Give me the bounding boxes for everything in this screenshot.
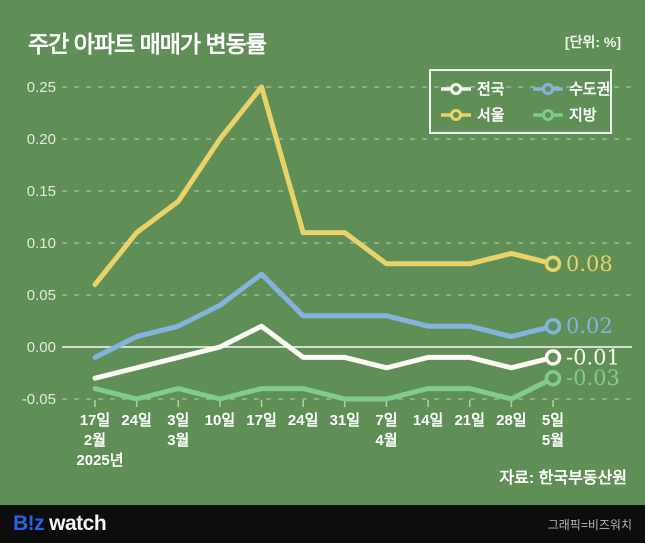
series-end-label-national: -0.01 — [566, 345, 620, 369]
credit-label: 그래픽=비즈워치 — [547, 517, 632, 532]
x-tick-label: 24일 — [288, 412, 319, 429]
legend-label-provinces: 지방 — [569, 107, 597, 124]
y-tick-label: 0.20 — [27, 131, 56, 148]
source-label: 자료: 한국부동산원 — [499, 470, 627, 487]
unit-label: [단위: %] — [564, 34, 621, 50]
x-tick-label: 24일 — [121, 412, 152, 429]
month-label: 3월 — [167, 432, 189, 449]
x-tick-label: 17일 — [246, 412, 277, 429]
series-end-marker-provinces — [544, 369, 562, 387]
legend-item-metro: 수도권 — [533, 78, 610, 99]
legend-marker-icon — [533, 82, 563, 95]
year-label: 2025년 — [76, 452, 123, 469]
legend-marker-icon — [533, 108, 563, 121]
series-end-label-metro: 0.02 — [566, 314, 613, 338]
legend-item-national: 전국 — [441, 78, 533, 99]
legend-marker-icon — [441, 82, 471, 95]
x-tick-label: 3일 — [167, 412, 189, 429]
y-tick-label: 0.10 — [27, 235, 56, 252]
legend-label-metro: 수도권 — [569, 81, 611, 98]
legend-item-seoul: 서울 — [441, 104, 533, 125]
month-label: 4월 — [375, 432, 397, 449]
legend-label-national: 전국 — [477, 81, 505, 98]
chart-title: 주간 아파트 매매가 변동률 — [28, 31, 267, 57]
x-tick-label: 21일 — [454, 412, 485, 429]
series-line-provinces — [92, 375, 556, 402]
series-end-marker-metro — [544, 317, 562, 335]
y-tick-label: 0.15 — [27, 183, 56, 200]
series-line-national — [92, 323, 556, 381]
logo-biz-text: B!z — [13, 512, 45, 535]
series-line-metro — [92, 271, 556, 360]
x-tick-label: 31일 — [330, 412, 361, 429]
x-tick-label: 7일 — [375, 412, 397, 429]
series-end-label-seoul: 0.08 — [566, 252, 613, 276]
series-end-label-provinces: -0.03 — [566, 366, 620, 390]
legend-label-seoul: 서울 — [477, 107, 505, 124]
bizwatch-logo: B!z watch — [13, 512, 107, 536]
x-tick-label: 14일 — [413, 412, 444, 429]
x-tick-label: 10일 — [205, 412, 236, 429]
footer-bar: B!z watch 그래픽=비즈워치 — [0, 505, 645, 543]
x-tick-label: 17일 — [80, 412, 111, 429]
line-chart: 0.25 0.20 0.15 0.10 0.05 0.00 -0.05 17일 24일 3일 10일… — [22, 79, 632, 469]
logo-watch-text: watch — [49, 512, 107, 535]
legend-marker-icon — [441, 108, 471, 121]
series-end-marker-national — [544, 349, 562, 366]
legend-item-provinces: 지방 — [533, 104, 610, 125]
x-tick-label: 5일 — [542, 412, 564, 429]
y-tick-label: 0.05 — [27, 287, 56, 304]
series-end-marker-seoul — [544, 255, 562, 273]
y-tick-label: 0.00 — [27, 339, 56, 356]
series-line-seoul — [92, 84, 556, 288]
month-label: 2월 — [84, 432, 106, 449]
x-tick-label: 28일 — [496, 412, 527, 429]
month-label: 5월 — [542, 432, 564, 449]
y-tick-label: -0.05 — [22, 391, 56, 408]
y-tick-label: 0.25 — [27, 79, 56, 96]
